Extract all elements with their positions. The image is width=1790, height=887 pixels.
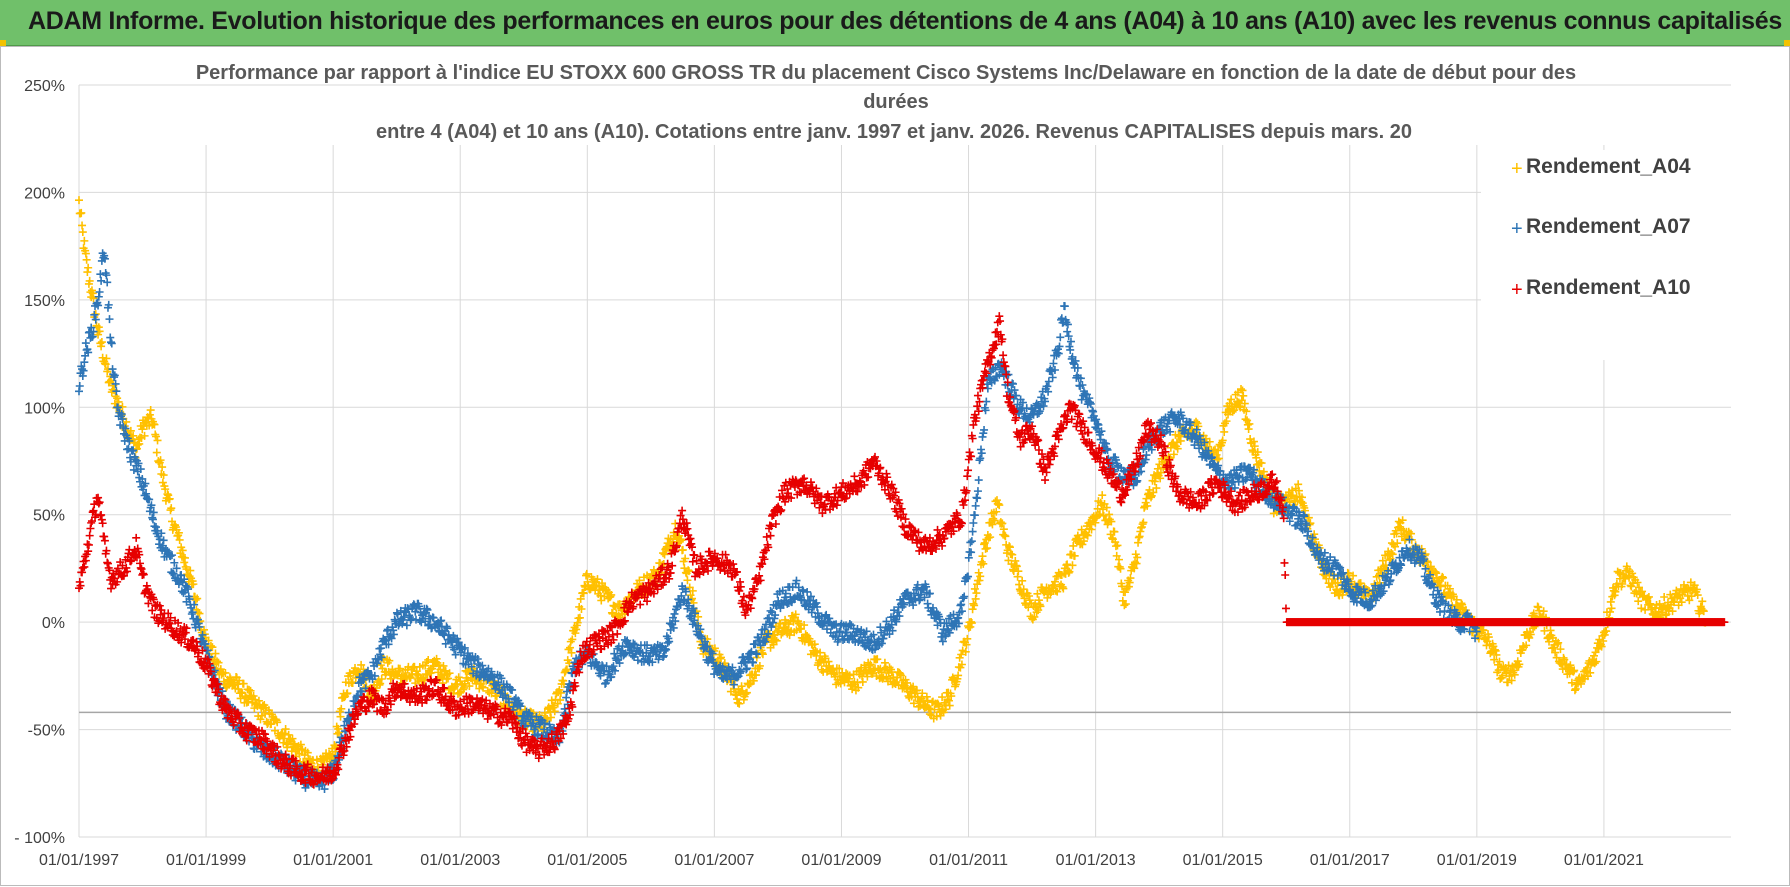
data-point: [735, 587, 743, 595]
data-point: [689, 558, 697, 566]
data-point: [982, 545, 990, 553]
data-point: [975, 476, 983, 484]
data-point: [85, 541, 93, 549]
data-point: [167, 504, 175, 512]
data-point: [970, 601, 978, 609]
data-point: [1504, 678, 1512, 686]
data-point: [440, 684, 448, 692]
data-point: [969, 519, 977, 527]
data-point: [83, 256, 91, 264]
data-point: [968, 537, 976, 545]
data-point: [966, 538, 974, 546]
data-point: [969, 528, 977, 536]
data-point: [978, 449, 986, 457]
data-point: [1009, 380, 1017, 388]
series-rendement-a10: [75, 312, 1728, 789]
banner-title: ADAM Informe. Evolution historique des p…: [28, 7, 1782, 36]
data-point: [613, 630, 621, 638]
data-point: [974, 487, 982, 495]
data-point: [636, 601, 644, 609]
data-point: [76, 382, 84, 390]
data-point: [767, 532, 775, 540]
points-layer: [75, 196, 1728, 793]
data-point: [679, 546, 687, 554]
data-point: [108, 339, 116, 347]
data-point: [97, 277, 105, 285]
data-point: [1098, 491, 1106, 499]
data-point: [973, 494, 981, 502]
data-point: [82, 339, 90, 347]
data-point: [86, 532, 94, 540]
data-point: [1698, 597, 1706, 605]
data-point: [80, 237, 88, 245]
data-point: [77, 209, 85, 217]
data-point: [683, 576, 691, 584]
data-point: [678, 507, 686, 515]
data-point: [1056, 333, 1064, 341]
data-point: [1220, 428, 1228, 436]
data-point: [179, 589, 187, 597]
data-point: [960, 593, 968, 601]
data-point: [972, 589, 980, 597]
data-point: [972, 502, 980, 510]
data-point: [160, 536, 168, 544]
data-point: [79, 228, 87, 236]
series-rendement-a07: [75, 249, 1481, 793]
data-point: [1063, 328, 1071, 336]
data-point: [153, 449, 161, 457]
data-point: [103, 278, 111, 286]
data-point: [1061, 302, 1069, 310]
data-point: [152, 432, 160, 440]
data-point: [547, 713, 555, 721]
data-point: [149, 515, 157, 523]
data-point: [670, 610, 678, 618]
data-point: [976, 454, 984, 462]
data-point: [1120, 601, 1128, 609]
data-point: [101, 537, 109, 545]
data-point: [668, 562, 676, 570]
data-point: [1634, 597, 1642, 605]
data-point: [971, 511, 979, 519]
data-point: [1637, 604, 1645, 612]
data-point: [105, 315, 113, 323]
data-point: [337, 713, 345, 721]
data-point: [1608, 604, 1616, 612]
data-point: [763, 533, 771, 541]
chart-area: - 100%-50%0%50%100%150%200%250%01/01/199…: [1, 47, 1790, 887]
data-point: [84, 264, 92, 272]
data-point: [859, 678, 867, 686]
data-point: [982, 398, 990, 406]
data-point: [745, 681, 753, 689]
data-point: [132, 534, 140, 542]
data-point: [107, 585, 115, 593]
data-point: [75, 196, 83, 204]
chart-frame: - 100%-50%0%50%100%150%200%250%01/01/199…: [0, 46, 1790, 886]
data-point: [98, 338, 106, 346]
data-point: [377, 644, 385, 652]
data-point: [979, 552, 987, 560]
header-banner: ADAM Informe. Evolution historique des p…: [0, 0, 1790, 46]
data-point: [96, 288, 104, 296]
